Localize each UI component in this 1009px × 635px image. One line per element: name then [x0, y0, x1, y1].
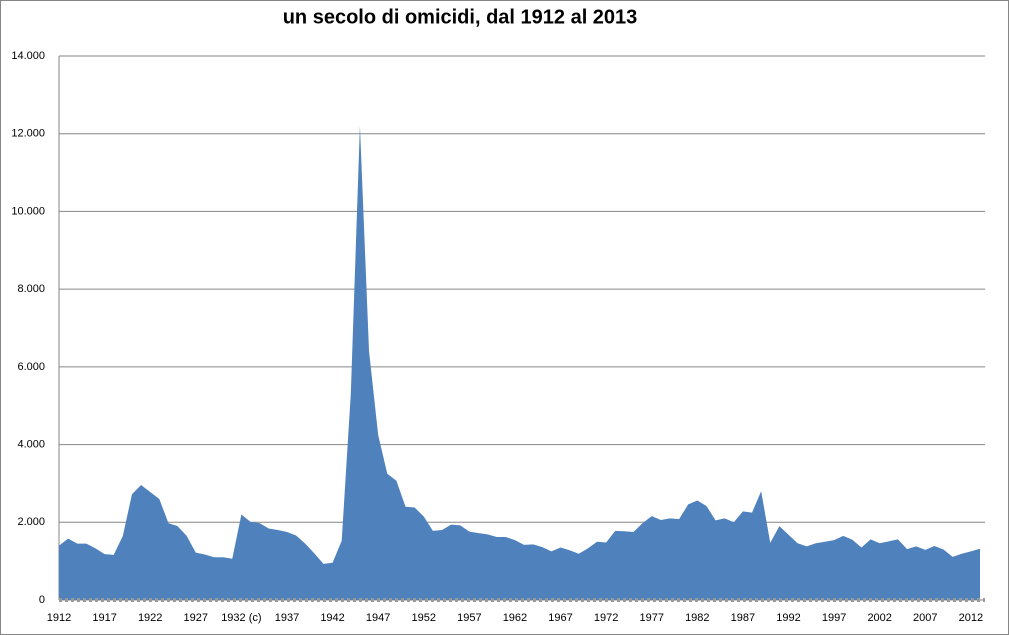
x-tick-label: 1917 [92, 612, 116, 624]
x-tick-label: 1962 [503, 612, 527, 624]
x-tick-label: 2012 [959, 612, 983, 624]
x-tick-label: 1937 [275, 612, 299, 624]
x-tick-label: 2007 [913, 612, 937, 624]
x-tick-label: 1967 [548, 612, 572, 624]
x-tick-label: 1992 [776, 612, 800, 624]
x-tick-label: 1977 [639, 612, 663, 624]
x-tick-label: 1957 [457, 612, 481, 624]
x-tick-label: 2002 [867, 612, 891, 624]
x-tick-label: 1927 [184, 612, 208, 624]
x-tick-label: 1922 [138, 612, 162, 624]
x-tick-label: 1947 [366, 612, 390, 624]
x-tick-label: 1942 [320, 612, 344, 624]
area [59, 125, 980, 600]
y-tick-label: 4.000 [17, 438, 45, 450]
y-tick-label: 14.000 [11, 50, 45, 62]
y-tick-label: 2.000 [17, 516, 45, 528]
x-tick-label: 1982 [685, 612, 709, 624]
x-tick-label: 1952 [412, 612, 436, 624]
x-tick-label: 1997 [822, 612, 846, 624]
chart-title: un secolo di omicidi, dal 1912 al 2013 [283, 6, 638, 28]
x-tick-label: 1912 [47, 612, 71, 624]
y-tick-label: 10.000 [11, 205, 45, 217]
x-tick-label: 1972 [594, 612, 618, 624]
y-tick-label: 0 [39, 594, 45, 606]
x-tick-label: 1987 [731, 612, 755, 624]
y-tick-label: 6.000 [17, 361, 45, 373]
y-tick-label: 8.000 [17, 283, 45, 295]
x-tick-label: 1932 (c) [221, 612, 261, 624]
y-tick-label: 12.000 [11, 128, 45, 140]
